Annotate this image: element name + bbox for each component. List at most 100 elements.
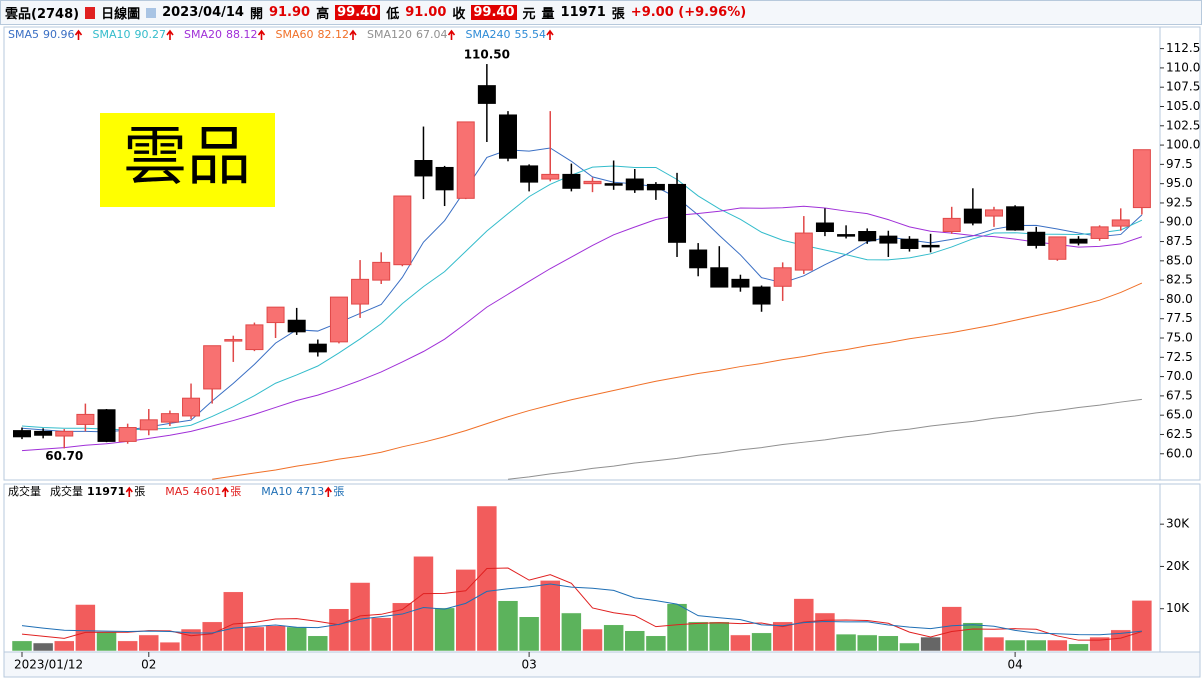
volume-bar [54, 640, 75, 652]
y-tick-label: 97.5 [1166, 157, 1193, 171]
volume-bar [1068, 643, 1089, 652]
volume-bar [582, 628, 603, 652]
candle-body [1027, 231, 1046, 246]
volume-bar [497, 600, 519, 652]
legend-name: SMA5 [8, 28, 39, 41]
legend-entry: SMA20 88.12 [184, 28, 258, 41]
y-tick-label: 70.0 [1166, 369, 1193, 383]
candle-body [815, 222, 834, 233]
volume-bar [1047, 639, 1068, 652]
volume-bar [244, 626, 265, 652]
volume-bar [223, 591, 244, 652]
volume-bar [96, 631, 117, 652]
volume-bar [455, 569, 476, 652]
volume-bar [413, 556, 434, 652]
volume-bar [1131, 600, 1153, 652]
legend-entry: SMA240 55.54 [466, 28, 547, 41]
legend-value: 90.27 [135, 28, 167, 41]
low-label: 低 [386, 7, 400, 22]
legend-entry: 成交量 11971 [50, 484, 125, 498]
ma-line [21, 567, 1143, 641]
y-tick-label: 10K [1166, 601, 1190, 615]
candle-body [773, 267, 792, 287]
date: 2023/04/14 [162, 5, 244, 20]
y-tick-label: 105.0 [1166, 99, 1200, 113]
alert-icon[interactable] [85, 6, 96, 19]
volume-bar [1110, 629, 1132, 652]
candle-body [858, 231, 877, 242]
legend-name: MA10 [261, 485, 292, 498]
ma-line [21, 165, 1143, 431]
candle-body [604, 183, 623, 186]
y-tick-label: 87.5 [1166, 234, 1193, 248]
legend-name: SMA20 [184, 28, 222, 41]
legend-name: SMA10 [93, 28, 131, 41]
volume-label: 量 [541, 7, 555, 22]
stock-name: 雲品(2748) [5, 7, 80, 22]
candle-body [689, 249, 708, 269]
volume-bar [476, 505, 498, 652]
volume-bar [159, 641, 181, 652]
candle-body [541, 173, 560, 180]
candle-body [794, 232, 813, 271]
candle-body [351, 278, 370, 305]
volume-bar [666, 603, 688, 652]
candle-body [372, 261, 391, 281]
open-value: 91.90 [268, 5, 311, 20]
legend-value: 4713 [296, 485, 324, 498]
volume-bar [962, 622, 984, 652]
candle-body [182, 397, 201, 417]
legend-name: SMA60 [276, 28, 314, 41]
price-panel [3, 26, 1201, 481]
candle-body [963, 208, 982, 224]
candle-body [329, 296, 348, 343]
volume-bar [1025, 639, 1047, 652]
y-tick-label: 110.0 [1166, 60, 1200, 74]
up-arrow [125, 486, 133, 497]
candle-body [710, 267, 729, 288]
volume-bar [1004, 639, 1026, 652]
candle-body [224, 339, 243, 342]
candle-body [266, 306, 285, 324]
max-annotation: 110.50 [464, 48, 510, 62]
candle-body [55, 430, 74, 437]
volume-bar [518, 616, 540, 652]
y-tick-label: 107.5 [1166, 80, 1200, 94]
legend-name: MA5 [165, 485, 189, 498]
volume-bar [75, 604, 96, 652]
ma-line [21, 205, 1143, 452]
candle-body [13, 430, 31, 438]
legend-entry: SMA120 67.04 [367, 28, 448, 41]
min-annotation: 60.70 [45, 449, 83, 463]
y-tick-label: 80.0 [1166, 292, 1193, 306]
y-tick-label: 72.5 [1166, 350, 1193, 364]
volume-bar [941, 606, 962, 652]
volume-bar [540, 580, 561, 652]
y-tick-label: 90.0 [1166, 215, 1193, 229]
y-tick-label: 20K [1166, 559, 1190, 573]
y-tick-label: 112.5 [1166, 41, 1200, 55]
up-arrow [74, 29, 83, 40]
up-arrow [349, 29, 357, 40]
volume-bar [772, 621, 793, 652]
legend-value: 4601 [193, 485, 221, 498]
legend-name: SMA120 [367, 28, 412, 41]
candle-body [942, 217, 961, 233]
ma-line [21, 583, 1142, 636]
change: +9.00 (+9.96%) [630, 5, 747, 20]
volume-bar [603, 624, 624, 652]
volume-bar [899, 642, 920, 652]
volume-bar [117, 640, 138, 652]
up-arrow [546, 29, 554, 40]
quote-header: 雲品(2748) 日線圖 2023/04/14 開 91.90 高 99.40 … [0, 0, 1202, 25]
legend-entry: MA5 4601 [165, 485, 221, 498]
candle-body [118, 427, 137, 442]
volume-bar [307, 635, 329, 652]
calendar-icon[interactable] [146, 7, 157, 18]
volume-bar [138, 634, 160, 652]
period[interactable]: 日線圖 [101, 7, 141, 22]
volume-bar [624, 630, 646, 652]
volume-bar [920, 636, 941, 652]
candle-body [921, 244, 940, 248]
